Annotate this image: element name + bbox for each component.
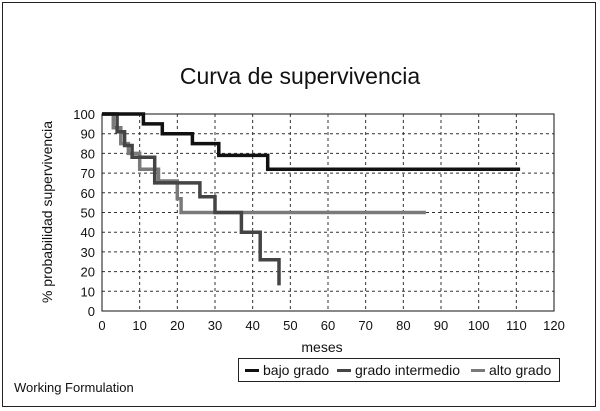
y-tick-label-100: 100 [73,107,95,122]
legend-item-alto-grado: alto grado [471,362,551,378]
x-tick-label-120: 120 [543,318,565,333]
x-tick-label-110: 110 [506,318,527,333]
x-tick-label-10: 10 [132,318,146,333]
x-tick-label-30: 30 [208,318,222,333]
series-line-bajo-grado [102,112,521,171]
series-lines [102,112,521,286]
legend-label-alto-grado: alto grado [489,362,552,378]
x-tick-label-60: 60 [321,318,335,333]
legend-swatch-grado-intermedio [337,368,351,372]
y-tick-label-20: 20 [81,265,95,280]
x-tick-label-100: 100 [468,318,490,333]
legend-swatch-bajo-grado [245,368,259,372]
x-tick-label-50: 50 [283,318,297,333]
chart-frame [2,2,596,407]
chart-title: Curva de supervivencia [180,63,421,89]
x-tick-label-0: 0 [98,318,105,333]
y-tick-label-80: 80 [81,146,95,161]
y-tick-label-10: 10 [81,284,95,299]
series-line-alto-grado [102,112,426,215]
y-tick-label-50: 50 [81,206,95,221]
legend-swatch-alto-grado [471,368,485,372]
legend-label-bajo-grado: bajo grado [263,362,330,378]
x-tick-label-70: 70 [358,318,372,333]
x-tick-label-90: 90 [434,318,448,333]
x-tick-label-40: 40 [245,318,259,333]
legend-item-grado-intermedio: grado intermedio [337,362,460,378]
y-tick-label-30: 30 [81,245,95,260]
y-tick-label-60: 60 [81,186,95,201]
y-tick-label-40: 40 [81,225,95,240]
plot-border [101,113,555,312]
legend: bajo grado grado intermedio alto grado [238,358,560,382]
x-axis-label: meses [301,339,342,355]
series-line-grado-intermedio [102,112,281,286]
tick-labels: 0 10 20 30 40 50 60 70 80 90 100 110 120 0 10 20 30 40 50 6… [73,107,565,333]
footer-note: Working Formulation [14,380,134,395]
legend-item-bajo-grado: bajo grado [245,362,329,378]
legend-label-grado-intermedio: grado intermedio [355,362,461,378]
y-tick-label-90: 90 [81,127,95,142]
x-tick-label-20: 20 [170,318,184,333]
grid-lines [102,114,554,311]
y-tick-label-0: 0 [88,304,95,319]
x-tick-label-80: 80 [396,318,410,333]
y-tick-label-70: 70 [81,166,95,181]
y-axis-label: % probabilidad supervivencia [39,121,55,303]
